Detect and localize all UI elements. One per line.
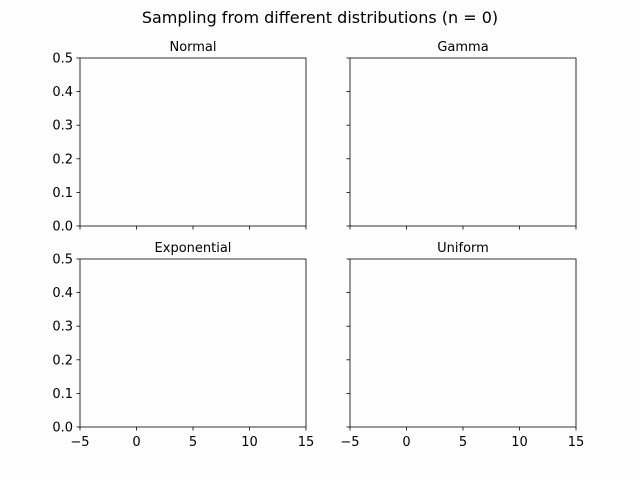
subplot-uniform: Uniform −5 0 5 10 15 [340, 241, 584, 450]
subplot-title: Gamma [437, 40, 488, 55]
axes-frame [349, 258, 577, 428]
subplot-grid: Normal 0.0 0.1 0.2 0.3 0.4 0.5 Gamma Exponential… [52, 40, 584, 450]
subplot-title: Exponential [155, 241, 232, 256]
subplot-normal: Normal 0.0 0.1 0.2 0.3 0.4 0.5 [52, 40, 307, 235]
axes-frame [349, 57, 577, 227]
y-tick-label: 0.5 [52, 253, 73, 268]
x-tick-label: 10 [241, 435, 258, 450]
x-tick-label: 15 [298, 435, 315, 450]
y-tick-label: 0.1 [52, 387, 73, 402]
x-tick-label: −5 [70, 435, 89, 450]
figure-title: Sampling from different distributions (n… [142, 8, 498, 27]
x-tick-label: −5 [340, 435, 359, 450]
y-tick-label: 0.3 [52, 119, 73, 134]
axes-frame [79, 57, 307, 227]
y-tick-label: 0.5 [52, 52, 73, 67]
x-tick-label: 10 [511, 435, 528, 450]
y-tick-label: 0.0 [52, 421, 73, 436]
x-tick-label: 0 [132, 435, 140, 450]
x-tick-label: 5 [459, 435, 467, 450]
subplot-title: Uniform [437, 241, 489, 256]
y-tick-label: 0.2 [52, 152, 73, 167]
x-tick-label: 15 [568, 435, 585, 450]
y-tick-label: 0.3 [52, 320, 73, 335]
subplot-exponential: Exponential 0.0 0.1 0.2 0.3 0.4 0.5 −5 0 5 10 15 [52, 241, 314, 450]
subplot-title: Normal [169, 40, 216, 55]
axes-frame [79, 258, 307, 428]
y-tick-label: 0.4 [52, 286, 73, 301]
y-tick-label: 0.4 [52, 85, 73, 100]
y-tick-label: 0.2 [52, 353, 73, 368]
y-tick-label: 0.0 [52, 220, 73, 235]
y-tick-label: 0.1 [52, 186, 73, 201]
x-tick-label: 0 [402, 435, 410, 450]
subplot-gamma: Gamma [346, 40, 577, 230]
x-tick-label: 5 [189, 435, 197, 450]
